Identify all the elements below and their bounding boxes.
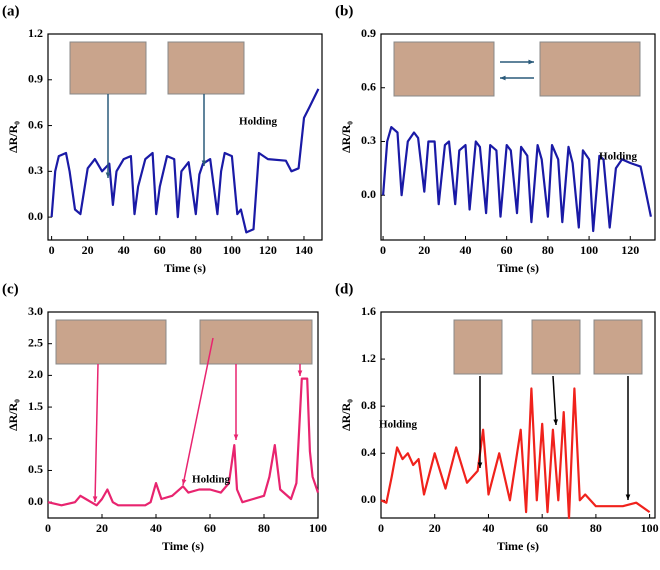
x-tick-label: 80 <box>542 243 554 257</box>
y-tick-label: 2.0 <box>28 367 43 381</box>
arrow-head <box>233 434 239 440</box>
x-tick-label: 140 <box>295 243 313 257</box>
photo <box>593 319 643 375</box>
x-tick-label: 60 <box>501 243 513 257</box>
data-line <box>47 377 320 507</box>
x-axis-label: Time (s) <box>497 261 539 275</box>
y-tick-label: 0.9 <box>361 26 376 40</box>
arrow-head <box>92 496 98 502</box>
y-tick-label: 0.4 <box>361 445 376 459</box>
x-tick-label: 0 <box>378 521 384 535</box>
x-tick-label: 60 <box>154 243 166 257</box>
x-tick-label: 0 <box>380 243 386 257</box>
annotation: Holding <box>192 474 230 486</box>
arrow-head <box>500 75 506 81</box>
x-tick-label: 100 <box>580 243 598 257</box>
x-tick-label: 40 <box>118 243 130 257</box>
y-tick-label: 0.8 <box>361 398 376 412</box>
y-axis-label: ΔR/R₀ <box>6 399 20 431</box>
y-axis-label: ΔR/R₀ <box>6 121 20 153</box>
y-tick-label: 0.0 <box>361 187 376 201</box>
y-tick-label: 0.3 <box>361 133 376 147</box>
x-tick-label: 100 <box>641 521 659 535</box>
photo <box>531 319 581 375</box>
x-tick-label: 20 <box>429 521 441 535</box>
plot-frame <box>47 33 323 241</box>
x-tick-label: 80 <box>590 521 602 535</box>
x-tick-label: 0 <box>49 243 55 257</box>
arrow-head <box>528 59 534 65</box>
y-tick-label: 0.5 <box>28 462 43 476</box>
annotation: Holding <box>239 116 277 128</box>
y-tick-label: 0.0 <box>28 494 43 508</box>
x-tick-label: 40 <box>150 521 162 535</box>
x-axis-label: Time (s) <box>164 261 206 275</box>
y-tick-label: 1.6 <box>361 304 376 318</box>
photo <box>167 41 245 95</box>
arrow-head <box>625 494 631 500</box>
arrow <box>94 363 99 503</box>
y-axis-label: ΔR/R₀ <box>339 121 353 153</box>
photo <box>393 41 495 97</box>
x-tick-label: 20 <box>418 243 430 257</box>
y-tick-label: 1.2 <box>28 26 43 40</box>
arrow-head <box>297 370 303 376</box>
arrow-head <box>201 160 207 166</box>
x-tick-label: 120 <box>259 243 277 257</box>
x-tick-label: 0 <box>45 521 51 535</box>
arrow <box>182 337 214 486</box>
x-tick-label: 60 <box>536 521 548 535</box>
x-tick-label: 20 <box>96 521 108 535</box>
x-tick-label: 120 <box>621 243 639 257</box>
arrow-head <box>477 462 483 468</box>
x-axis-label: Time (s) <box>162 539 204 553</box>
y-tick-label: 0.0 <box>28 209 43 223</box>
data-line <box>382 126 652 233</box>
x-tick-label: 80 <box>258 521 270 535</box>
annotation: Holding <box>379 419 417 431</box>
y-tick-label: 2.5 <box>28 335 43 349</box>
arrow-head <box>181 479 187 485</box>
y-tick-label: 1.5 <box>28 399 43 413</box>
x-tick-label: 100 <box>309 521 327 535</box>
x-tick-label: 80 <box>190 243 202 257</box>
y-axis-label: ΔR/R₀ <box>339 399 353 431</box>
data-line <box>380 387 651 520</box>
x-tick-label: 60 <box>204 521 216 535</box>
plot-frame <box>380 33 656 241</box>
y-tick-label: 0.6 <box>28 117 43 131</box>
panel-label: (c) <box>2 281 19 297</box>
photo <box>453 319 503 375</box>
x-tick-label: 40 <box>482 521 494 535</box>
x-axis-label: Time (s) <box>497 539 539 553</box>
y-tick-label: 1.2 <box>361 351 376 365</box>
panel-label: (b) <box>335 3 353 19</box>
panel-label: (d) <box>335 281 353 297</box>
x-tick-label: 20 <box>82 243 94 257</box>
photo <box>69 41 147 95</box>
y-tick-label: 0.6 <box>361 79 376 93</box>
photo <box>199 319 313 365</box>
panel-label: (a) <box>2 3 20 19</box>
y-tick-label: 3.0 <box>28 304 43 318</box>
plot-frame <box>47 311 319 519</box>
photo <box>539 41 641 97</box>
x-tick-label: 40 <box>459 243 471 257</box>
plot-frame <box>380 311 656 519</box>
arrow <box>552 375 557 426</box>
x-tick-label: 100 <box>223 243 241 257</box>
y-tick-label: 0.9 <box>28 72 43 86</box>
arrow-head <box>105 172 111 178</box>
annotation: Holding <box>599 151 637 163</box>
data-line <box>50 88 320 234</box>
arrow-head <box>553 419 558 425</box>
photo <box>55 319 167 365</box>
y-tick-label: 0.0 <box>361 492 376 506</box>
y-tick-label: 0.3 <box>28 163 43 177</box>
y-tick-label: 1.0 <box>28 431 43 445</box>
